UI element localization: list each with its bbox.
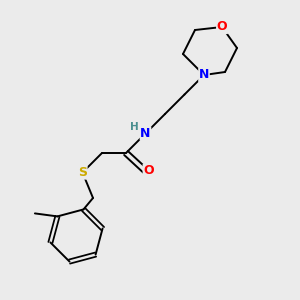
Text: S: S [78, 166, 87, 179]
Text: H: H [130, 122, 139, 132]
Text: O: O [143, 164, 154, 178]
Text: O: O [217, 20, 227, 34]
Text: N: N [199, 68, 209, 82]
Text: N: N [140, 127, 151, 140]
